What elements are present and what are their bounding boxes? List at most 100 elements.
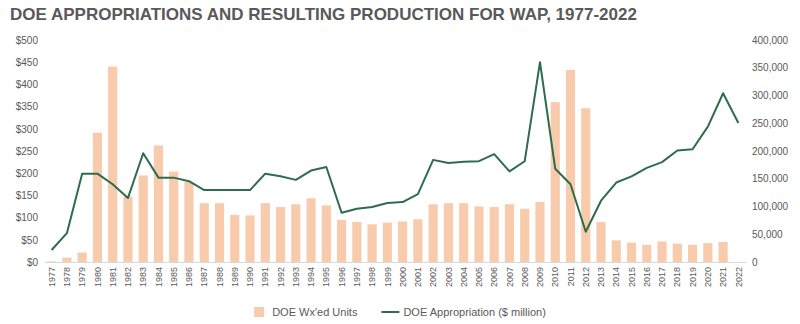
bar	[383, 223, 392, 262]
tick-label: 2003	[444, 267, 454, 287]
tick-label: 2013	[596, 267, 606, 287]
tick: 400,000	[746, 35, 789, 46]
tick-label: 1995	[321, 267, 331, 287]
tick: $150	[16, 190, 44, 201]
tick: $200	[16, 168, 44, 179]
bar	[154, 145, 163, 262]
tick: 1986	[184, 262, 194, 287]
tick-label: $150	[16, 190, 39, 201]
tick-label: 1994	[306, 267, 316, 287]
bar	[551, 102, 560, 262]
tick-label: $0	[27, 257, 39, 268]
axis-line	[45, 262, 747, 263]
tick: $400	[16, 79, 44, 90]
tick-label: 2005	[474, 267, 484, 287]
tick-label: 1988	[215, 267, 225, 287]
bar	[657, 241, 666, 262]
tick-label: $250	[16, 146, 39, 157]
tick: $50	[21, 235, 44, 246]
tick-label: 200,000	[752, 146, 789, 157]
bar	[413, 219, 422, 262]
tick: 1995	[321, 262, 331, 287]
tick-label: $200	[16, 168, 39, 179]
tick: 1997	[352, 262, 362, 287]
tick-label: 2014	[611, 267, 621, 287]
bar	[429, 204, 438, 262]
tick: 1989	[230, 262, 240, 287]
bar	[108, 67, 117, 262]
bar	[184, 182, 193, 262]
tick-label: 2010	[550, 267, 560, 287]
tick: 100,000	[746, 201, 789, 212]
tick: 2002	[428, 262, 438, 287]
tick: 2003	[444, 262, 454, 287]
tick-label: 300,000	[752, 90, 789, 101]
bar	[368, 224, 377, 262]
bar	[627, 243, 636, 262]
tick-label: 1983	[138, 267, 148, 287]
bar	[123, 197, 132, 262]
tick: 1985	[169, 262, 179, 287]
tick: 2015	[627, 262, 637, 287]
tick: 1992	[276, 262, 286, 287]
tick-label: 2020	[703, 267, 713, 287]
tick-label: 1984	[154, 267, 164, 287]
tick: 300,000	[746, 90, 789, 101]
axis-line	[44, 41, 45, 263]
tick: 1981	[108, 262, 118, 287]
tick-label: $400	[16, 79, 39, 90]
tick-label: 1991	[260, 267, 270, 287]
chart: DOE APPROPRIATIONS AND RESULTING PRODUCT…	[0, 0, 800, 324]
tick: 0	[746, 257, 758, 268]
bar	[642, 245, 651, 262]
bar	[505, 204, 514, 262]
tick: 2022	[734, 262, 744, 287]
tick: 1988	[215, 262, 225, 287]
tick: 2006	[489, 262, 499, 287]
tick: 2005	[474, 262, 484, 287]
tick: 1994	[306, 262, 316, 287]
tick-label: 1997	[352, 267, 362, 287]
bar	[230, 215, 239, 262]
bar	[139, 175, 148, 262]
tick-label: 1992	[276, 267, 286, 287]
tick: $250	[16, 146, 44, 157]
tick-label: 2006	[489, 267, 499, 287]
tick: 2011	[566, 262, 576, 286]
tick: 1978	[62, 262, 72, 287]
tick-label: 100,000	[752, 201, 789, 212]
tick-label: 1998	[367, 267, 377, 287]
plot: 1977197819791980198119821983198419851986…	[16, 35, 789, 287]
tick: 1998	[367, 262, 377, 287]
tick-label: 1979	[77, 267, 87, 287]
axis: $0$50$100$150$200$250$300$350$400$450$50…	[16, 35, 45, 268]
tick: 150,000	[746, 173, 789, 184]
tick-label: 0	[752, 257, 758, 268]
tick-label: 2002	[428, 267, 438, 287]
tick: 2009	[535, 262, 545, 287]
tick: 2008	[520, 262, 530, 287]
tick: 1983	[138, 262, 148, 287]
legend-label: DOE Appropriation ($ million)	[403, 306, 545, 318]
tick-label: 350,000	[752, 62, 789, 73]
line	[52, 62, 739, 250]
bar	[703, 243, 712, 262]
tick: 1996	[337, 262, 347, 287]
bar	[688, 245, 697, 262]
tick-label: 2001	[413, 267, 423, 287]
tick-label: 2015	[627, 267, 637, 287]
tick: 1984	[154, 262, 164, 287]
tick-label: $100	[16, 212, 39, 223]
tick-label: 2018	[672, 267, 682, 287]
bar	[276, 207, 285, 262]
tick: 2012	[581, 262, 591, 287]
bar	[520, 209, 529, 262]
legend-item: DOE Appropriation ($ million)	[381, 306, 545, 318]
bar	[337, 220, 346, 262]
axis: 050,000100,000150,000200,000250,000300,0…	[746, 35, 789, 268]
bar	[581, 108, 590, 262]
tick-label: 1993	[291, 267, 301, 287]
tick: 1979	[77, 262, 87, 287]
tick: $0	[27, 257, 44, 268]
bar	[734, 262, 743, 263]
